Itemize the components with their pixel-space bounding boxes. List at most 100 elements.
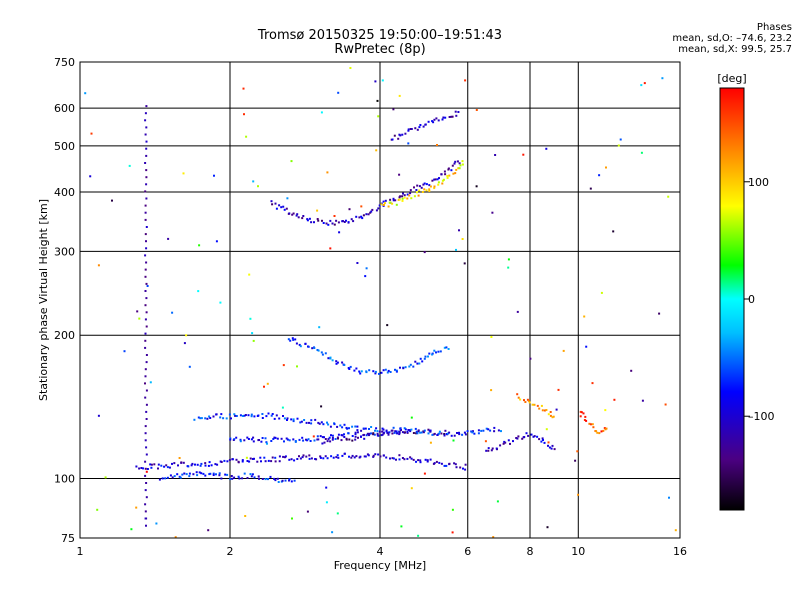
echo-point (403, 458, 406, 461)
echo-point (417, 429, 420, 432)
echo-point (664, 403, 667, 406)
echo-point (557, 388, 560, 391)
echo-point (270, 200, 273, 203)
echo-point (192, 473, 195, 476)
echo-point (138, 467, 141, 470)
colorbar-ticks: 100 0 –100 (744, 176, 775, 423)
echo-point (391, 432, 394, 435)
echo-point (477, 432, 480, 435)
echo-point (410, 487, 413, 490)
echo-point (342, 220, 344, 223)
echo-point (516, 393, 519, 396)
echo-point (416, 184, 419, 187)
echo-point (157, 467, 159, 470)
echo-point (144, 489, 147, 492)
echo-point (325, 501, 328, 504)
echo-point (291, 517, 293, 520)
echo-point (612, 230, 615, 233)
echo-point (229, 438, 232, 441)
echo-point (360, 429, 363, 432)
echo-point (284, 479, 287, 482)
echo-point (487, 428, 490, 431)
echo-point (281, 406, 284, 409)
echo-point (321, 436, 324, 439)
echo-point (263, 456, 266, 459)
echo-point (542, 439, 544, 441)
echo-point (448, 174, 451, 177)
x-tick-label: 8 (527, 545, 534, 558)
echo-point (150, 466, 153, 469)
echo-point (418, 362, 421, 365)
echo-point (389, 457, 391, 460)
echo-point (253, 415, 256, 418)
echo-point (538, 438, 541, 441)
echo-point (249, 317, 252, 320)
echo-point (328, 436, 331, 439)
echo-point (265, 441, 268, 444)
echo-point (412, 432, 415, 434)
echo-point (317, 349, 320, 352)
echo-point (428, 188, 431, 191)
echo-point (253, 476, 256, 479)
echo-point (324, 352, 327, 355)
echo-point (440, 462, 443, 465)
echo-point (416, 191, 418, 194)
echo-point (381, 79, 384, 82)
echo-point (197, 290, 200, 293)
echo-point (160, 464, 163, 467)
echo-point (145, 169, 148, 172)
echo-point (267, 412, 270, 415)
echo-point (169, 474, 172, 477)
echo-point (219, 301, 222, 304)
x-axis-label: Frequency [MHz] (334, 559, 426, 572)
echo-point (456, 432, 458, 434)
echo-point (286, 419, 288, 421)
echo-point (438, 430, 441, 433)
echo-point (308, 421, 310, 424)
echo-point (177, 464, 179, 467)
echo-point (490, 336, 493, 338)
echo-point (188, 365, 191, 368)
echo-point (409, 189, 412, 192)
echo-point (493, 430, 496, 433)
echo-point (456, 160, 459, 163)
echo-point (244, 515, 247, 517)
echo-point (349, 365, 352, 368)
echo-point (144, 112, 147, 115)
echo-point (668, 496, 670, 499)
echo-point (144, 510, 147, 513)
echo-point (144, 382, 146, 385)
echo-point (319, 435, 322, 438)
echo-point (251, 458, 254, 460)
echo-point (378, 430, 381, 433)
echo-point (260, 460, 262, 463)
echo-point (155, 522, 158, 525)
echo-point (407, 429, 410, 431)
echo-point (396, 432, 399, 435)
echo-point (549, 411, 552, 413)
echo-point (166, 476, 169, 479)
phase-mean-x: mean, sd,X: 99.5, 25.7 (678, 44, 792, 55)
echo-point (418, 185, 421, 188)
y-tick-label: 600 (54, 102, 75, 115)
echo-point (423, 182, 426, 185)
echo-point (392, 199, 395, 202)
echo-point (351, 439, 354, 442)
echo-point (188, 475, 191, 478)
echo-point (507, 439, 510, 442)
echo-point (278, 455, 281, 458)
echo-point (333, 423, 336, 426)
echo-point (316, 209, 319, 212)
echo-point (427, 120, 430, 123)
echo-point (220, 413, 223, 416)
echo-point (380, 371, 383, 374)
echo-point (427, 428, 430, 431)
echo-point (290, 480, 293, 483)
echo-point (293, 459, 296, 462)
echo-point (363, 455, 366, 458)
echo-point (207, 464, 210, 467)
echo-point (145, 247, 148, 250)
echo-point (551, 416, 554, 419)
echo-point (585, 419, 588, 422)
echo-point (145, 226, 148, 228)
